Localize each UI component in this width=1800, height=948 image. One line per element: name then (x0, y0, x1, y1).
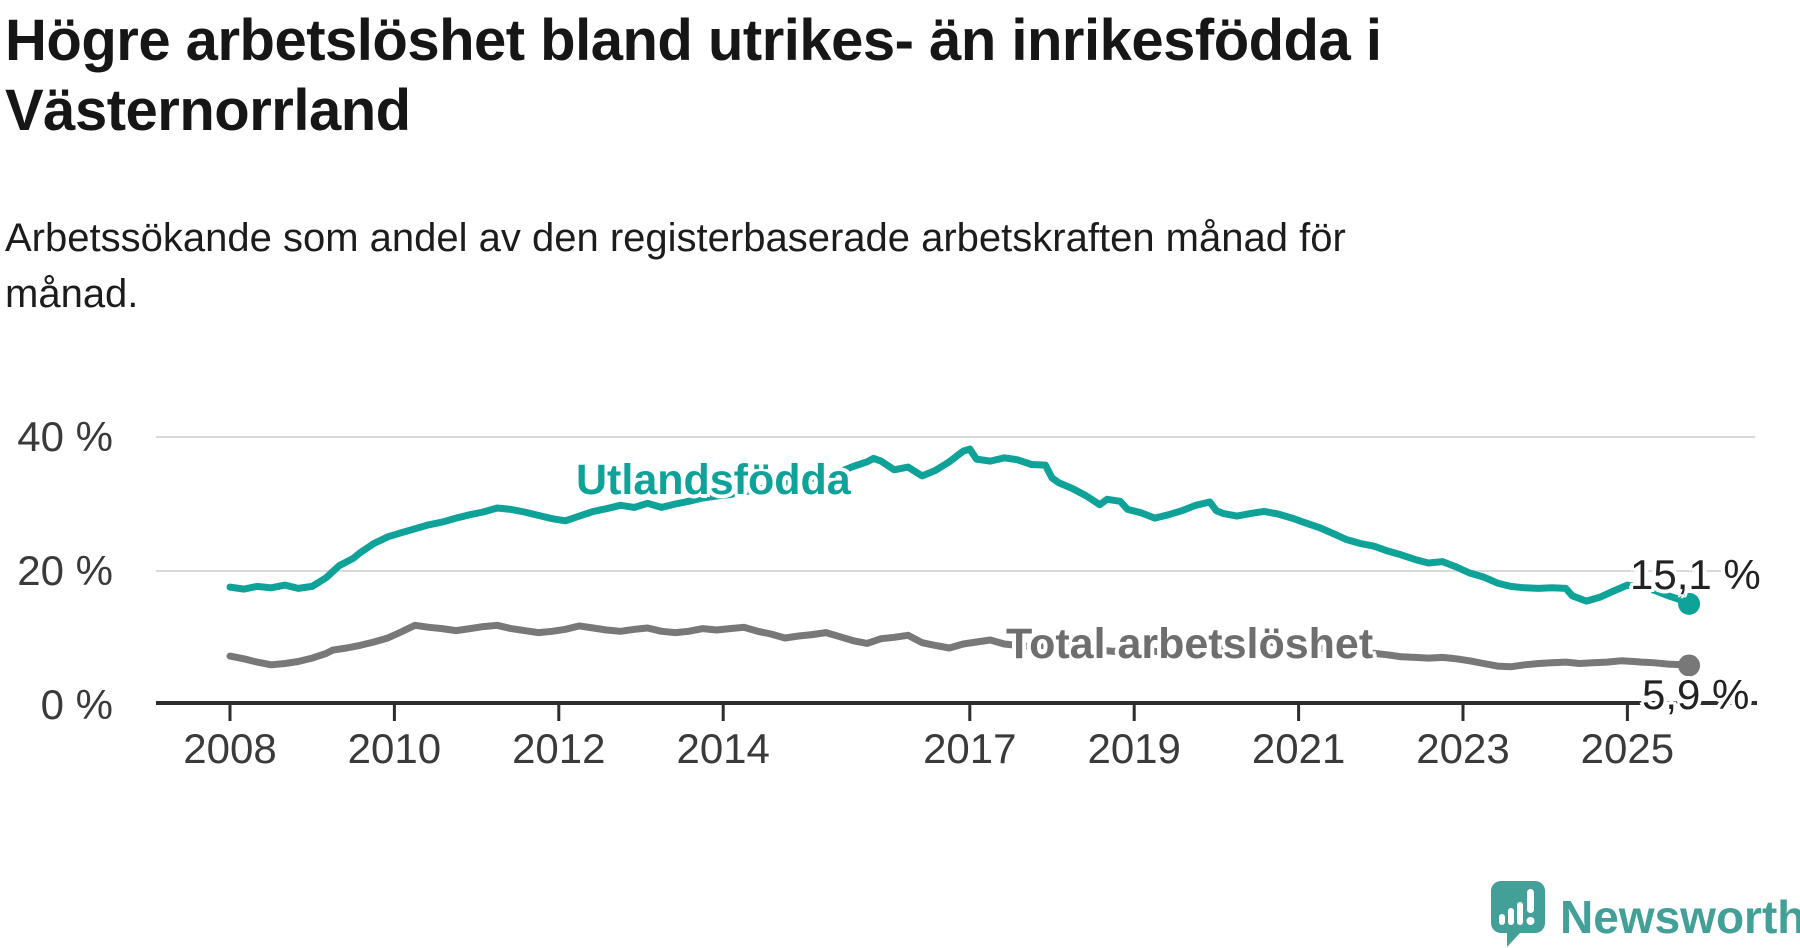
x-axis-label-2021: 2021 (1251, 725, 1346, 772)
page-title: Högre arbetslöshet bland utrikes- än inr… (5, 6, 1382, 146)
y-axis-label-40: 40 % (17, 413, 113, 460)
series-label-utlandsfodda: Utlandsfödda (576, 456, 851, 504)
x-axis-label-2014: 2014 (676, 725, 770, 772)
x-axis-label-2023: 2023 (1416, 725, 1510, 772)
chart-subtitle: Arbetssökande som andel av den registerb… (5, 210, 1346, 322)
y-axis-label-20: 20 % (17, 547, 113, 594)
title-line-1: Högre arbetslöshet bland utrikes- än inr… (5, 8, 1382, 73)
end-dot-series-1 (1678, 654, 1701, 677)
x-axis-label-2025: 2025 (1580, 725, 1675, 772)
end-value-label-utlandsfodda: 15,1 % (1630, 551, 1761, 598)
x-axis-label-2010: 2010 (347, 725, 442, 772)
x-axis-label-2019: 2019 (1087, 725, 1181, 772)
title-line-2: Västernorrland (5, 78, 411, 143)
newsworthy-logo[interactable]: Newsworthy (1490, 880, 1800, 948)
x-axis-label-2008: 2008 (183, 725, 277, 772)
end-value-label-total: 5,9 % (1642, 671, 1750, 718)
subtitle-line-1: Arbetssökande som andel av den registerb… (5, 216, 1346, 260)
end-dot-series-0 (1678, 592, 1701, 615)
newsworthy-logo-icon (1490, 880, 1546, 948)
line-series-1 (226, 621, 1693, 671)
line-series-0 (226, 445, 1693, 608)
y-axis-label-0: 0 % (40, 681, 113, 728)
newsworthy-logo-text: Newsworthy (1560, 890, 1800, 943)
subtitle-line-2: månad. (5, 272, 139, 316)
series-label-total-arbetsloshet: Total arbetslöshet (1006, 620, 1374, 668)
x-axis-label-2012: 2012 (512, 725, 606, 772)
x-axis-label-2017: 2017 (923, 725, 1017, 772)
